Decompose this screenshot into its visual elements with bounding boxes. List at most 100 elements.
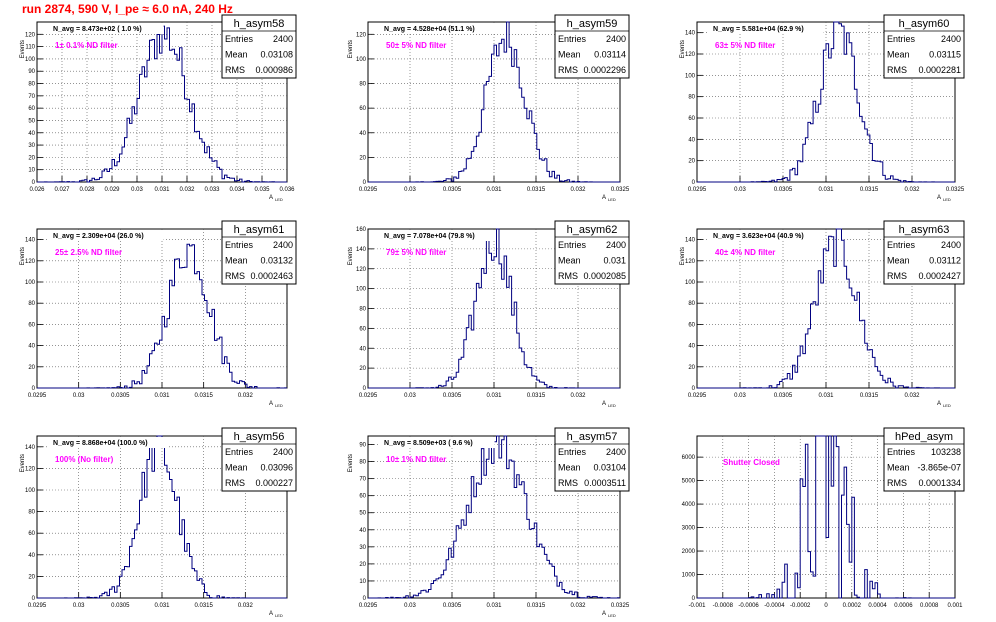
stats-value: 2400 xyxy=(941,34,961,44)
histogram-line xyxy=(368,21,620,183)
y-tick-label: 80 xyxy=(359,307,366,313)
histogram-line xyxy=(368,435,620,599)
y-tick-label: 0 xyxy=(32,180,36,186)
title-text: N_avg = 7.078e+04 (79.8 %) xyxy=(384,233,475,240)
x-tick-label: 0.032 xyxy=(238,603,254,609)
y-tick-label: 100 xyxy=(685,73,696,79)
y-tick-label: 4000 xyxy=(682,502,696,508)
stats-frame xyxy=(221,427,297,492)
stats-value: 0.03114 xyxy=(594,50,626,60)
stats-frame xyxy=(554,14,630,79)
x-tick-label: 0 xyxy=(824,603,828,609)
x-tick-label: 0.03 xyxy=(404,393,416,399)
stats-label: Entries xyxy=(558,240,587,250)
x-axis-label: A LED xyxy=(602,611,616,618)
x-tick-label: 0.032 xyxy=(179,187,195,193)
stats-label: Entries xyxy=(558,34,587,44)
x-tick-label: 0.0295 xyxy=(688,393,707,399)
filter-annotation: 100% (No filter) xyxy=(55,455,114,464)
filter-annotation: 10± 1% ND filter xyxy=(386,455,446,464)
y-tick-label: 40 xyxy=(359,528,366,534)
x-tick-label: 0.03 xyxy=(404,603,416,609)
title-text: N_avg = 8.473e+02 ( 1.0 %) xyxy=(53,26,142,33)
y-tick-label: 80 xyxy=(28,82,35,88)
histogram-panel-h_asym60: 0.0295 0.03 0.0305 0.031 0.0315 0.032 0.0325 0 2… xyxy=(680,14,965,202)
stats-box: h_asym61 Entries 2400 Mean 0.03132 RMS 0.00024… xyxy=(221,220,297,285)
x-axis-label: A LED xyxy=(269,611,283,618)
page-title: run 2874, 590 V, I_pe ≈ 6.0 nA, 240 Hz xyxy=(22,2,233,16)
stats-label: Entries xyxy=(225,447,254,457)
x-tick-label: 0.033 xyxy=(204,187,220,193)
y-tick-label: 30 xyxy=(359,545,366,551)
stats-value: 2400 xyxy=(606,34,626,44)
y-tick-label: 40 xyxy=(688,344,695,350)
x-tick-label: 0.0315 xyxy=(527,603,546,609)
x-tick-label: 0.031 xyxy=(486,603,502,609)
x-tick-label: 0.0295 xyxy=(359,187,378,193)
x-tick-label: 0.03 xyxy=(734,393,746,399)
y-tick-label: 100 xyxy=(356,287,367,293)
x-tick-label: 0.0325 xyxy=(611,603,630,609)
x-tick-label: 0.032 xyxy=(570,187,586,193)
y-tick-label: 5000 xyxy=(682,479,696,485)
stats-value: 0.0002085 xyxy=(583,271,626,281)
y-tick-label: 2000 xyxy=(682,549,696,555)
y-tick-label: 0 xyxy=(692,596,696,602)
stats-label: Entries xyxy=(558,447,587,457)
stats-label: Entries xyxy=(887,240,916,250)
histogram-panel-h_asym63: 0.0295 0.03 0.0305 0.031 0.0315 0.032 0 20 40 60 8… xyxy=(680,220,965,408)
y-tick-label: 0 xyxy=(692,180,696,186)
filter-annotation: Shutter Closed xyxy=(723,458,780,467)
x-tick-label: 0.0315 xyxy=(527,393,546,399)
y-tick-label: 60 xyxy=(28,106,35,112)
title-text: N_avg = 5.581e+04 (62.9 %) xyxy=(713,26,804,33)
stats-label: Entries xyxy=(887,447,916,457)
stats-value: 0.03096 xyxy=(260,463,293,473)
y-tick-label: 3000 xyxy=(682,526,696,532)
x-tick-label: 0.03 xyxy=(73,393,85,399)
y-tick-label: 140 xyxy=(25,445,36,451)
x-tick-label: 0.0008 xyxy=(920,603,939,609)
stats-box: h_asym62 Entries 2400 Mean 0.031 RMS 0.0002085 xyxy=(554,220,630,285)
y-tick-label: 40 xyxy=(28,131,35,137)
stats-value: 0.03108 xyxy=(260,50,293,60)
stats-label: Mean xyxy=(225,50,248,60)
y-tick-label: 120 xyxy=(356,267,367,273)
y-tick-label: 6000 xyxy=(682,455,696,461)
title-text: N_avg = 4.528e+04 (51.1 %) xyxy=(384,26,475,33)
x-axis-label: A LED xyxy=(602,401,616,408)
stats-label: Mean xyxy=(225,256,248,266)
histogram-name: h_asym56 xyxy=(234,431,285,443)
title-box xyxy=(380,230,495,241)
histogram-line xyxy=(37,243,287,389)
histogram-line xyxy=(697,228,955,389)
y-tick-label: 80 xyxy=(28,301,35,307)
x-tick-label: -0.0006 xyxy=(738,603,759,609)
x-tick-label: 0.031 xyxy=(818,187,834,193)
x-tick-label: 0.031 xyxy=(154,393,170,399)
histogram-line xyxy=(37,435,287,599)
x-tick-label: -0.0002 xyxy=(790,603,811,609)
x-tick-label: 0.0315 xyxy=(527,187,546,193)
stats-box: hPed_asym Entries 103238 Mean -3.865e-07 RMS 0… xyxy=(883,427,965,492)
stats-value: 0.0001334 xyxy=(918,478,961,488)
stats-label: RMS xyxy=(887,478,907,488)
stats-value: 0.031 xyxy=(603,256,626,266)
x-axis-label: A LED xyxy=(269,195,283,202)
y-tick-label: 0 xyxy=(32,386,36,392)
title-box xyxy=(49,437,168,448)
y-tick-label: 10 xyxy=(359,579,366,585)
stats-box: h_asym60 Entries 2400 Mean 0.03115 RMS 0.00022… xyxy=(883,14,965,79)
x-tick-label: 0.031 xyxy=(486,393,502,399)
stats-label: RMS xyxy=(887,271,907,281)
filter-annotation: 25± 2.5% ND filter xyxy=(55,248,122,257)
x-tick-label: 0.036 xyxy=(279,187,295,193)
x-tick-label: 0.031 xyxy=(154,187,170,193)
stats-value: 0.0002281 xyxy=(918,65,961,75)
x-tick-label: 0.032 xyxy=(570,393,586,399)
x-tick-label: 0.03 xyxy=(73,603,85,609)
y-tick-label: 70 xyxy=(359,477,366,483)
stats-label: RMS xyxy=(558,478,578,488)
x-tick-label: 0.029 xyxy=(104,187,120,193)
y-tick-label: 80 xyxy=(688,95,695,101)
